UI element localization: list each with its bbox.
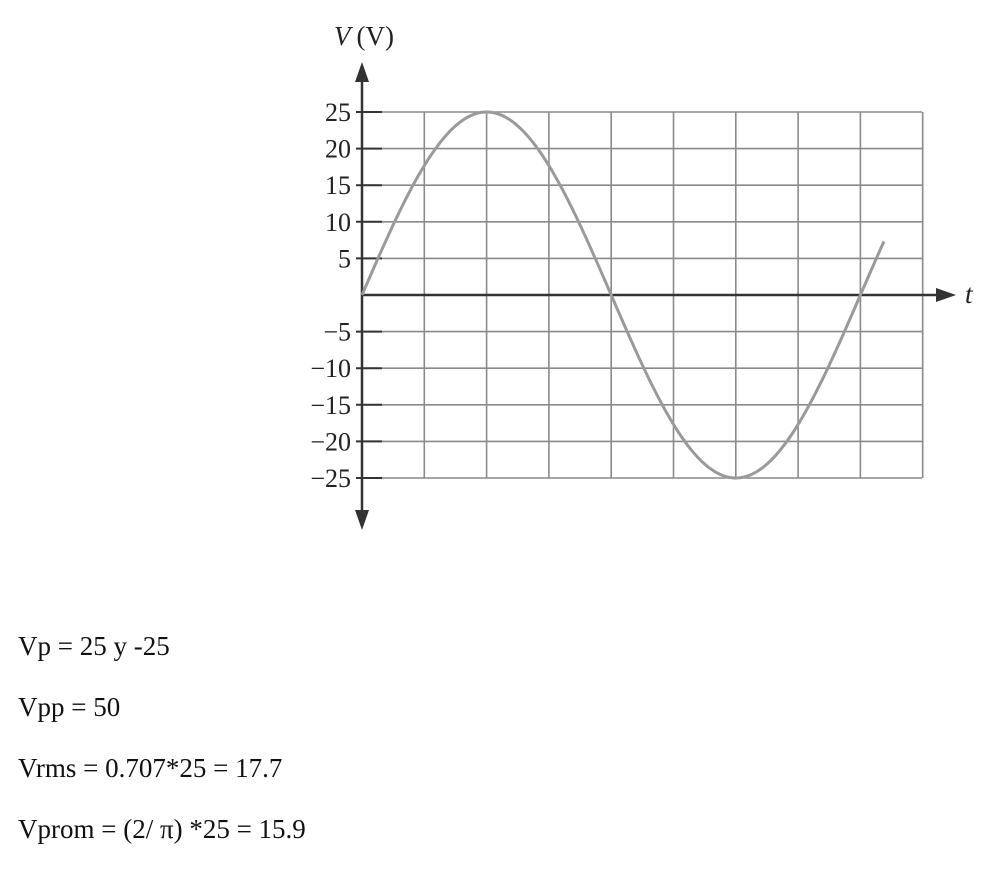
note-peak-voltage: Vp = 25 y -25 (18, 631, 170, 661)
y-tick-label: −10 (310, 354, 351, 383)
y-tick-label: 25 (325, 98, 351, 127)
y-tick-label: −5 (323, 318, 351, 347)
y-tick-label: 5 (338, 244, 351, 273)
y-axis-ticks: 25 20 15 10 5 −5 −10 −15 −20 −25 (310, 98, 382, 493)
note-rms: Vrms = 0.707*25 = 17.7 (18, 753, 283, 783)
y-tick-label: 20 (325, 135, 351, 164)
x-axis-label: t (965, 279, 974, 309)
y-axis-arrow-down (355, 510, 369, 530)
x-axis-arrow (936, 288, 956, 302)
y-tick-label: −15 (310, 391, 351, 420)
note-average: Vprom = (2/ π) *25 = 15.9 (18, 814, 306, 844)
series-sine-wave (360, 110, 886, 480)
y-axis-arrow-up (355, 62, 369, 82)
sine-wave-chart: 25 20 15 10 5 −5 −10 −15 −20 −25 V (V) t (310, 21, 974, 530)
y-axis-label: V (V) (334, 21, 394, 51)
y-tick-label: 15 (325, 171, 351, 200)
note-peak-to-peak: Vpp = 50 (18, 692, 121, 722)
y-tick-label: −25 (310, 464, 351, 493)
y-tick-label: 10 (325, 208, 351, 237)
y-tick-label: −20 (310, 427, 351, 456)
calculation-notes: Vp = 25 y -25 Vpp = 50 Vrms = 0.707*25 =… (18, 630, 618, 874)
